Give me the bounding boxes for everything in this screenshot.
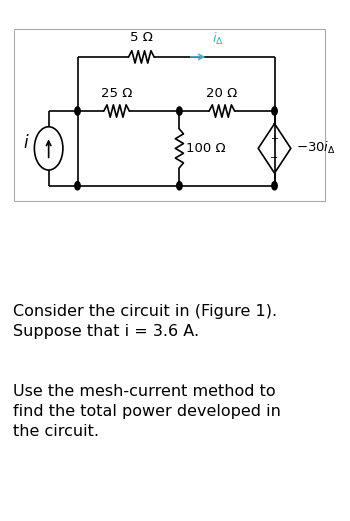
- Text: −: −: [271, 153, 279, 163]
- Circle shape: [75, 182, 80, 190]
- Text: 5 Ω: 5 Ω: [130, 31, 153, 44]
- Circle shape: [75, 107, 80, 115]
- Text: $i_\Delta$: $i_\Delta$: [212, 31, 224, 46]
- Circle shape: [177, 107, 182, 115]
- Circle shape: [177, 182, 182, 190]
- Text: $i$: $i$: [23, 134, 29, 152]
- Text: 25 Ω: 25 Ω: [101, 86, 132, 100]
- Text: $-30i_\Delta$: $-30i_\Delta$: [296, 140, 336, 156]
- Circle shape: [272, 182, 277, 190]
- Text: 100 Ω: 100 Ω: [186, 142, 225, 155]
- Text: Consider the circuit in (Figure 1).
Suppose that i = 3.6 A.: Consider the circuit in (Figure 1). Supp…: [13, 304, 277, 339]
- FancyBboxPatch shape: [14, 29, 325, 201]
- Circle shape: [272, 107, 277, 115]
- Text: Use the mesh-current method to
find the total power developed in
the circuit.: Use the mesh-current method to find the …: [13, 384, 281, 439]
- Text: 20 Ω: 20 Ω: [206, 86, 238, 100]
- Text: +: +: [271, 134, 279, 144]
